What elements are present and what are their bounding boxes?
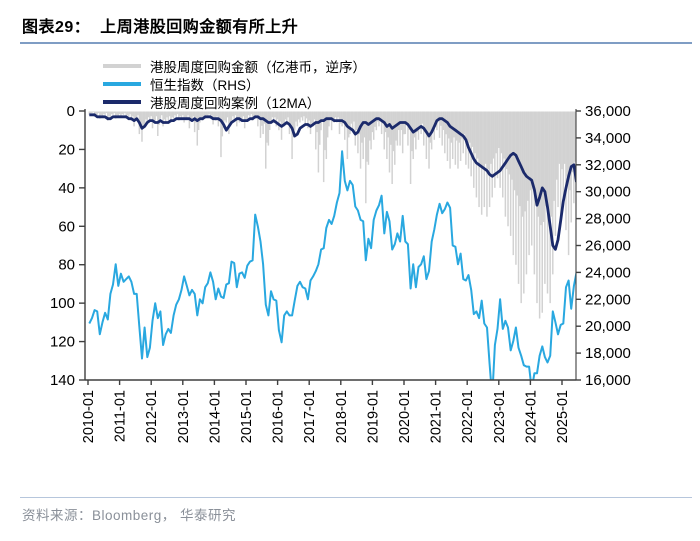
title-divider <box>20 42 692 44</box>
chart-legend: 港股周度回购金额（亿港币，逆序） 恒生指数（RHS） 港股周度回购案例（12MA… <box>103 57 366 111</box>
svg-text:2014-01: 2014-01 <box>207 390 223 443</box>
svg-text:2021-01: 2021-01 <box>429 390 445 443</box>
svg-text:140: 140 <box>50 372 75 389</box>
legend-label: 港股周度回购金额（亿港币，逆序） <box>150 59 366 75</box>
svg-text:60: 60 <box>58 218 75 235</box>
legend-item-hang-seng-index: 恒生指数（RHS） <box>103 75 366 93</box>
svg-text:22,000: 22,000 <box>585 291 631 308</box>
legend-item-buyback-amount: 港股周度回购金额（亿港币，逆序） <box>103 57 366 75</box>
svg-text:2010-01: 2010-01 <box>81 390 97 443</box>
svg-text:2012-01: 2012-01 <box>144 390 160 443</box>
chart-title: 图表29： 上周港股回购金额有所上升 <box>22 19 299 36</box>
svg-text:2018-01: 2018-01 <box>334 390 350 443</box>
svg-text:2015-01: 2015-01 <box>239 390 255 443</box>
svg-text:26,000: 26,000 <box>585 238 631 255</box>
svg-text:2019-01: 2019-01 <box>365 390 381 443</box>
series-hang-seng-line <box>88 150 576 380</box>
svg-text:20: 20 <box>58 141 75 158</box>
series-buyback-cases-line <box>89 113 576 251</box>
svg-text:40: 40 <box>58 180 75 197</box>
svg-text:0: 0 <box>67 103 75 120</box>
legend-swatch-gray-line <box>103 63 141 68</box>
svg-text:30,000: 30,000 <box>585 184 631 201</box>
axes <box>79 109 581 385</box>
svg-text:18,000: 18,000 <box>585 345 631 362</box>
svg-text:16,000: 16,000 <box>585 372 631 389</box>
legend-item-buyback-cases: 港股周度回购案例（12MA） <box>103 93 366 111</box>
svg-text:2017-01: 2017-01 <box>302 390 318 443</box>
svg-text:80: 80 <box>58 257 75 274</box>
svg-text:28,000: 28,000 <box>585 211 631 228</box>
legend-swatch-navy-line <box>103 99 141 104</box>
svg-text:2023-01: 2023-01 <box>492 390 508 443</box>
svg-text:36,000: 36,000 <box>585 103 631 120</box>
svg-text:2024-01: 2024-01 <box>523 390 539 443</box>
svg-text:120: 120 <box>50 334 75 351</box>
series-buyback-amount-bars <box>88 111 576 319</box>
svg-text:100: 100 <box>50 295 75 312</box>
legend-swatch-blue-line <box>103 81 141 86</box>
svg-text:34,000: 34,000 <box>585 130 631 147</box>
data-source-note: 资料来源：Bloomberg， 华泰研究 <box>22 508 237 523</box>
svg-text:2011-01: 2011-01 <box>113 390 129 442</box>
legend-label: 恒生指数（RHS） <box>150 77 260 93</box>
svg-text:24,000: 24,000 <box>585 264 631 281</box>
axis-tick-labels: 0 20 40 60 80 100 120 140 36,000 34,000 32,000 30,0… <box>50 103 631 443</box>
svg-text:2016-01: 2016-01 <box>271 390 287 443</box>
svg-text:20,000: 20,000 <box>585 318 631 335</box>
svg-text:2025-01: 2025-01 <box>555 390 571 443</box>
footer-divider <box>20 497 692 498</box>
svg-text:32,000: 32,000 <box>585 157 631 174</box>
svg-text:2013-01: 2013-01 <box>176 390 192 443</box>
legend-label: 港股周度回购案例（12MA） <box>150 95 321 111</box>
svg-text:2020-01: 2020-01 <box>397 390 413 443</box>
svg-text:2022-01: 2022-01 <box>460 390 476 443</box>
